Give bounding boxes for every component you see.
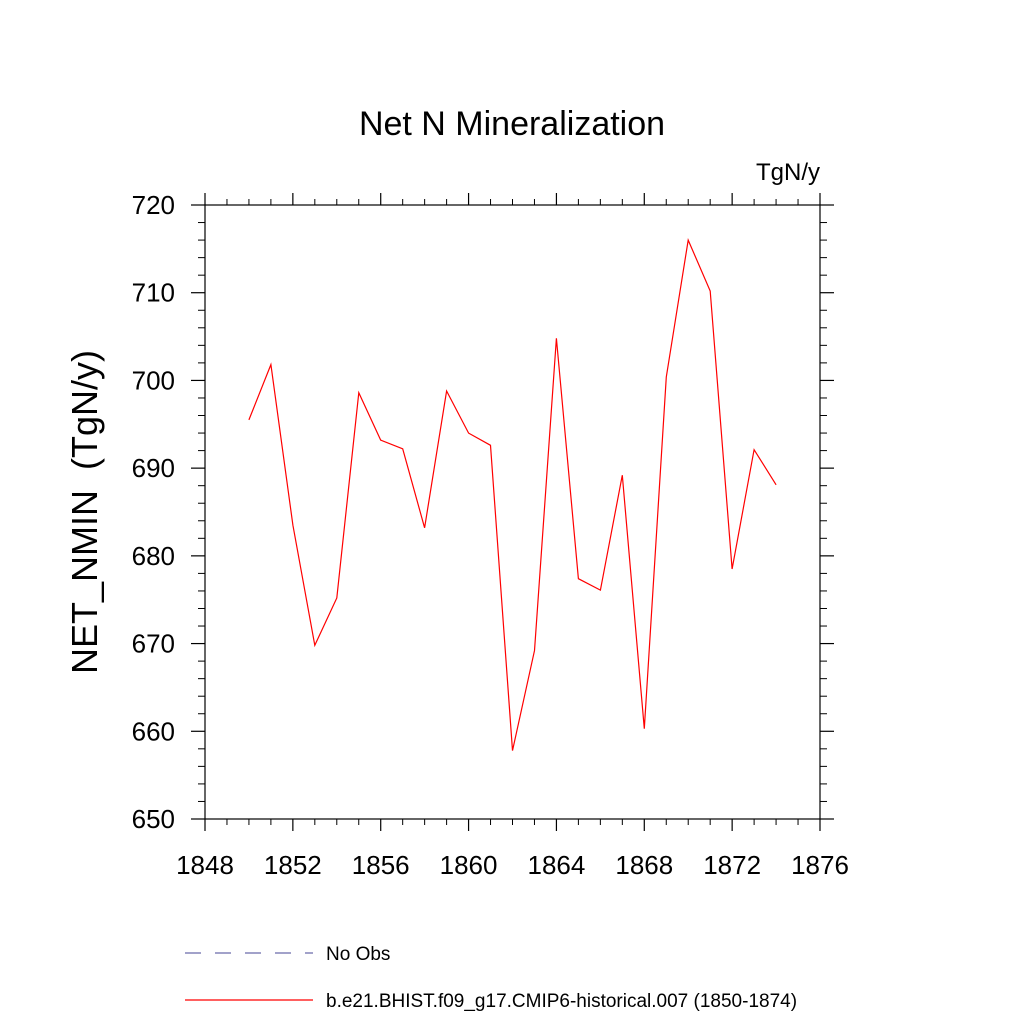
y-axis-label: NET_NMIN (TgN/y) xyxy=(64,350,105,674)
series-line xyxy=(248,237,777,751)
legend: No Obs b.e21.BHIST.f09_g17.CMIP6-historic… xyxy=(185,944,797,1012)
y-tick-label: 700 xyxy=(132,365,175,395)
legend-label: b.e21.BHIST.f09_g17.CMIP6-historical.007… xyxy=(326,991,797,1012)
y-tick-label: 650 xyxy=(132,804,175,834)
y-tick-label: 710 xyxy=(132,278,175,308)
plot-area: 1848 1852 1856 1860 1864 1868 1872 1876 650 660 67… xyxy=(132,190,849,880)
x-tick-label: 1868 xyxy=(615,850,673,880)
x-tick-label: 1876 xyxy=(791,850,849,880)
y-tick-label: 720 xyxy=(132,190,175,220)
x-tick-label: 1864 xyxy=(528,850,586,880)
y-tick-label: 690 xyxy=(132,453,175,483)
x-tick-label: 1860 xyxy=(440,850,498,880)
units-label: TgN/y xyxy=(756,159,820,186)
x-tick-label: 1872 xyxy=(703,850,761,880)
legend-label: No Obs xyxy=(326,944,390,965)
x-tick-label: 1856 xyxy=(352,850,410,880)
x-tick-label: 1852 xyxy=(264,850,322,880)
chart-title: Net N Mineralization xyxy=(359,105,665,143)
y-tick-label: 680 xyxy=(132,541,175,571)
y-tick-label: 660 xyxy=(132,716,175,746)
y-tick-label: 670 xyxy=(132,629,175,659)
x-tick-label: 1848 xyxy=(176,850,234,880)
